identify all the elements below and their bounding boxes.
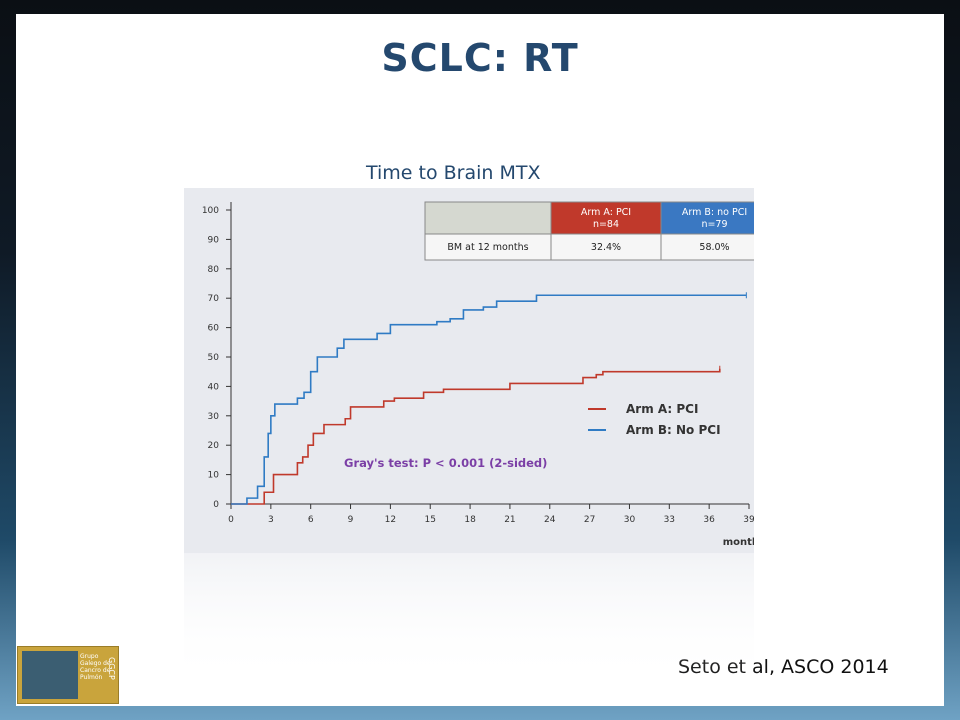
x-axis-label: months <box>723 537 754 548</box>
y-tick-label: 40 <box>208 382 220 392</box>
grays-test-annotation: Gray's test: P < 0.001 (2-sided) <box>344 456 547 470</box>
table-header-cell <box>550 201 662 235</box>
table-header-text: Arm A: PCI <box>581 207 631 218</box>
x-tick-label: 33 <box>664 515 675 525</box>
ggcp-logo: Grupo Galego de Cancro de Pulmón GGCP <box>17 646 119 704</box>
x-tick-label: 12 <box>385 515 396 525</box>
y-tick-label: 0 <box>213 500 219 510</box>
y-tick-label: 20 <box>208 441 220 451</box>
series-line-arm-a <box>231 368 721 505</box>
x-tick-label: 18 <box>464 515 476 525</box>
slide-title: SCLC: RT <box>381 36 579 80</box>
table-cell <box>550 233 662 261</box>
x-tick-label: 24 <box>544 515 556 525</box>
y-tick-label: 100 <box>202 206 219 216</box>
legend-label: Arm A: PCI <box>626 402 698 416</box>
y-tick-label: 90 <box>208 235 220 245</box>
logo-mark: GGCP <box>107 657 116 680</box>
series-line-arm-b <box>231 294 747 505</box>
x-tick-label: 21 <box>504 515 515 525</box>
y-tick-label: 80 <box>208 265 220 275</box>
x-tick-label: 27 <box>584 515 595 525</box>
table-cell-text: 58.0% <box>699 242 729 253</box>
table-header-text: Arm B: no PCI <box>682 207 747 218</box>
logo-text: Grupo Galego de Cancro de Pulmón <box>80 653 111 681</box>
table-cell-text: 32.4% <box>591 242 621 253</box>
table-cell-text: BM at 12 months <box>447 242 528 253</box>
x-tick-label: 39 <box>743 515 754 525</box>
y-tick-label: 50 <box>208 353 220 363</box>
y-tick-label: 10 <box>208 471 220 481</box>
table-header-cell <box>424 201 552 235</box>
x-tick-label: 0 <box>228 515 234 525</box>
table-cell <box>660 233 754 261</box>
x-tick-label: 3 <box>268 515 274 525</box>
lungs-icon <box>22 651 78 699</box>
y-tick-label: 70 <box>208 294 220 304</box>
x-tick-label: 6 <box>308 515 314 525</box>
x-tick-label: 15 <box>425 515 436 525</box>
x-tick-label: 36 <box>703 515 715 525</box>
x-tick-label: 30 <box>624 515 636 525</box>
x-tick-label: 9 <box>348 515 354 525</box>
chart-subtitle: Time to Brain MTX <box>366 162 541 184</box>
legend-label: Arm B: No PCI <box>626 423 721 437</box>
y-tick-label: 60 <box>208 324 220 334</box>
table-cell <box>424 233 552 261</box>
chart-reflection <box>184 553 754 683</box>
table-header-text: n=79 <box>701 219 727 230</box>
y-tick-label: 30 <box>208 412 220 422</box>
table-header-text: n=84 <box>593 219 619 230</box>
